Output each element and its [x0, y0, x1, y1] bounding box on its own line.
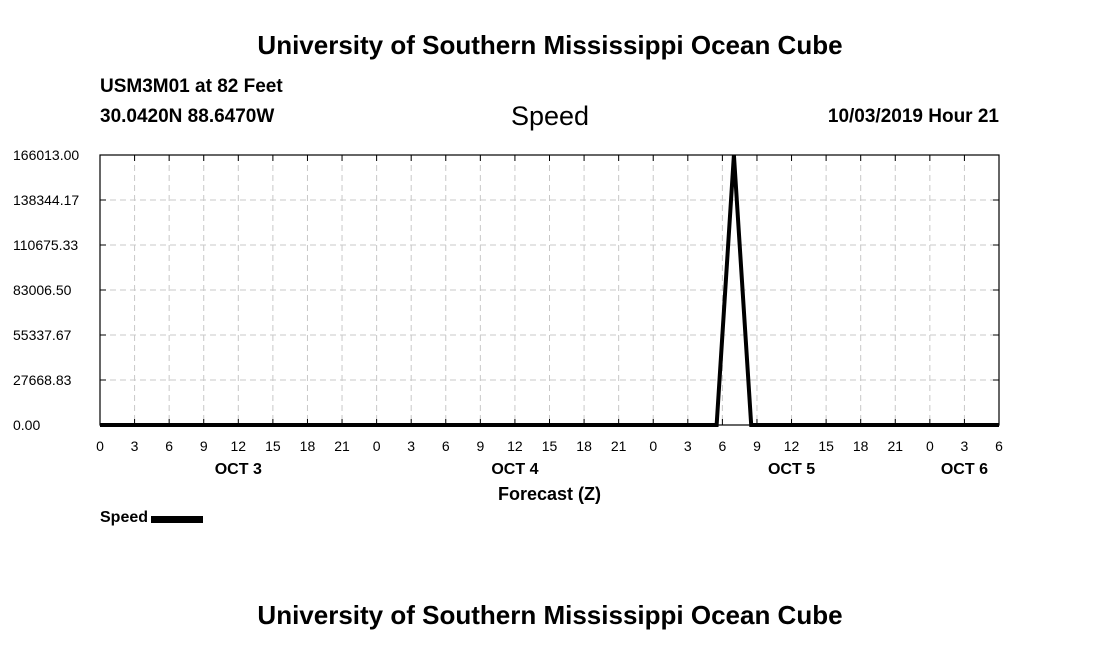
forecast-timestamp: 10/03/2019 Hour 21: [827, 106, 999, 127]
x-tick-label: 9: [753, 438, 761, 454]
x-tick-label: 12: [784, 438, 800, 454]
y-tick-label: 83006.50: [13, 282, 72, 298]
x-tick-label: 0: [926, 438, 934, 454]
x-tick-label: 0: [649, 438, 657, 454]
x-tick-label: 0: [373, 438, 381, 454]
x-tick-label: 3: [407, 438, 415, 454]
speed-chart: 0 3 6 9 12 15 18 21 0 3 6 9 12 15 18 21 0 3 6 9 12 15 18 21 0 3 6O…: [13, 147, 1003, 504]
series-line-speed: [100, 154, 999, 427]
station-label: USM3M01 at 82 Feet: [100, 76, 283, 97]
y-tick-label: 138344.17: [13, 192, 79, 208]
x-day-label: OCT 4: [491, 461, 538, 478]
x-tick-label: 15: [542, 438, 558, 454]
x-tick-label: 3: [684, 438, 692, 454]
x-tick-label: 6: [995, 438, 1003, 454]
x-tick-label: 9: [200, 438, 208, 454]
x-tick-label: 15: [818, 438, 834, 454]
x-axis-title: Forecast (Z): [498, 484, 601, 504]
y-tick-label: 55337.67: [13, 327, 72, 343]
legend-label-speed: Speed: [100, 509, 149, 526]
x-tick-label: 18: [853, 438, 869, 454]
x-tick-label: 21: [334, 438, 350, 454]
x-tick-label: 12: [231, 438, 247, 454]
legend: Speed: [100, 509, 204, 527]
x-tick-label: 18: [300, 438, 316, 454]
x-tick-label: 0: [96, 438, 104, 454]
x-tick-label: 21: [611, 438, 627, 454]
x-tick-label: 3: [131, 438, 139, 454]
x-tick-label: 15: [265, 438, 281, 454]
tick-labels: 0 3 6 9 12 15 18 21 0 3 6 9 12 15 18 21 0 3 6 9 12 15 18 21 0 3 6O…: [13, 147, 1003, 504]
x-tick-label: 6: [165, 438, 173, 454]
y-tick-label: 110675.33: [13, 237, 78, 253]
y-tick-label: 166013.00: [13, 147, 79, 163]
x-day-label: OCT 6: [941, 461, 988, 478]
y-tick-label: 27668.83: [13, 372, 72, 388]
footer-title: University of Southern Mississippi Ocean…: [257, 600, 843, 630]
page-title: University of Southern Mississippi Ocean…: [257, 30, 843, 60]
x-tick-label: 6: [718, 438, 726, 454]
x-day-label: OCT 5: [768, 461, 815, 478]
y-tick-label: 0.00: [13, 417, 40, 433]
x-tick-label: 6: [442, 438, 450, 454]
chart-title: Speed: [510, 101, 590, 131]
coordinates-label: 30.0420N 88.6470W: [100, 106, 275, 127]
grid-lines: [100, 155, 999, 425]
x-tick-label: 21: [887, 438, 903, 454]
x-day-label: OCT 3: [215, 461, 262, 478]
x-tick-label: 3: [961, 438, 969, 454]
x-tick-label: 12: [507, 438, 523, 454]
legend-swatch-speed: [151, 516, 204, 523]
x-tick-label: 18: [576, 438, 592, 454]
x-tick-label: 9: [476, 438, 484, 454]
series-layer: [100, 154, 999, 427]
